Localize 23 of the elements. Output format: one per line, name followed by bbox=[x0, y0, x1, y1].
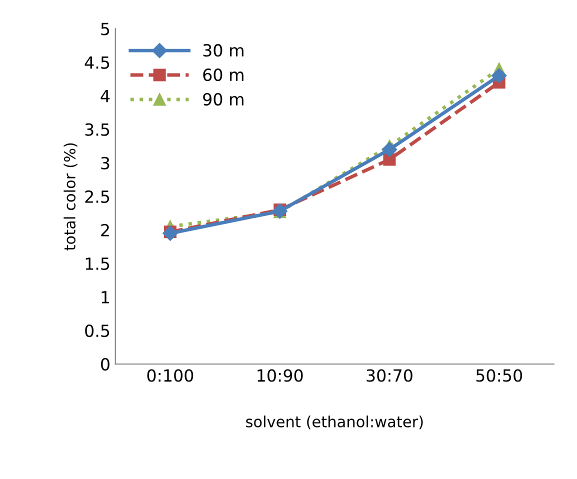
x-axis-title: solvent (ethanol:water) bbox=[246, 416, 423, 430]
x-tick-label: 0:100 bbox=[147, 369, 194, 382]
y-tick-label: 2 bbox=[101, 224, 109, 236]
y-tick-label: 0.5 bbox=[85, 324, 110, 338]
x-tick-label: 10:90 bbox=[258, 369, 303, 382]
y-tick-label: 0 bbox=[101, 358, 110, 371]
y-tick-label: 5 bbox=[101, 22, 110, 36]
y-tick-label: 3.5 bbox=[85, 123, 110, 136]
point bbox=[383, 153, 396, 166]
legend-label: 60 m bbox=[203, 68, 244, 82]
legend-label: 30 m bbox=[203, 44, 244, 57]
legend-label: 90 m bbox=[203, 92, 244, 106]
x-tick-label: 50:50 bbox=[476, 369, 522, 382]
y-tick-label: 4 bbox=[100, 90, 110, 102]
y-tick-label: 4.5 bbox=[84, 56, 110, 69]
y-tick-label: 1.5 bbox=[86, 258, 110, 270]
point bbox=[492, 68, 507, 84]
y-tick-label: 1 bbox=[102, 291, 109, 304]
x-tick-label: 30:70 bbox=[366, 369, 412, 382]
y-tick-label: 3 bbox=[101, 156, 110, 170]
point bbox=[382, 142, 398, 158]
y-tick-label: 2.5 bbox=[85, 190, 110, 203]
y-axis-title: total color (%) bbox=[64, 143, 78, 250]
